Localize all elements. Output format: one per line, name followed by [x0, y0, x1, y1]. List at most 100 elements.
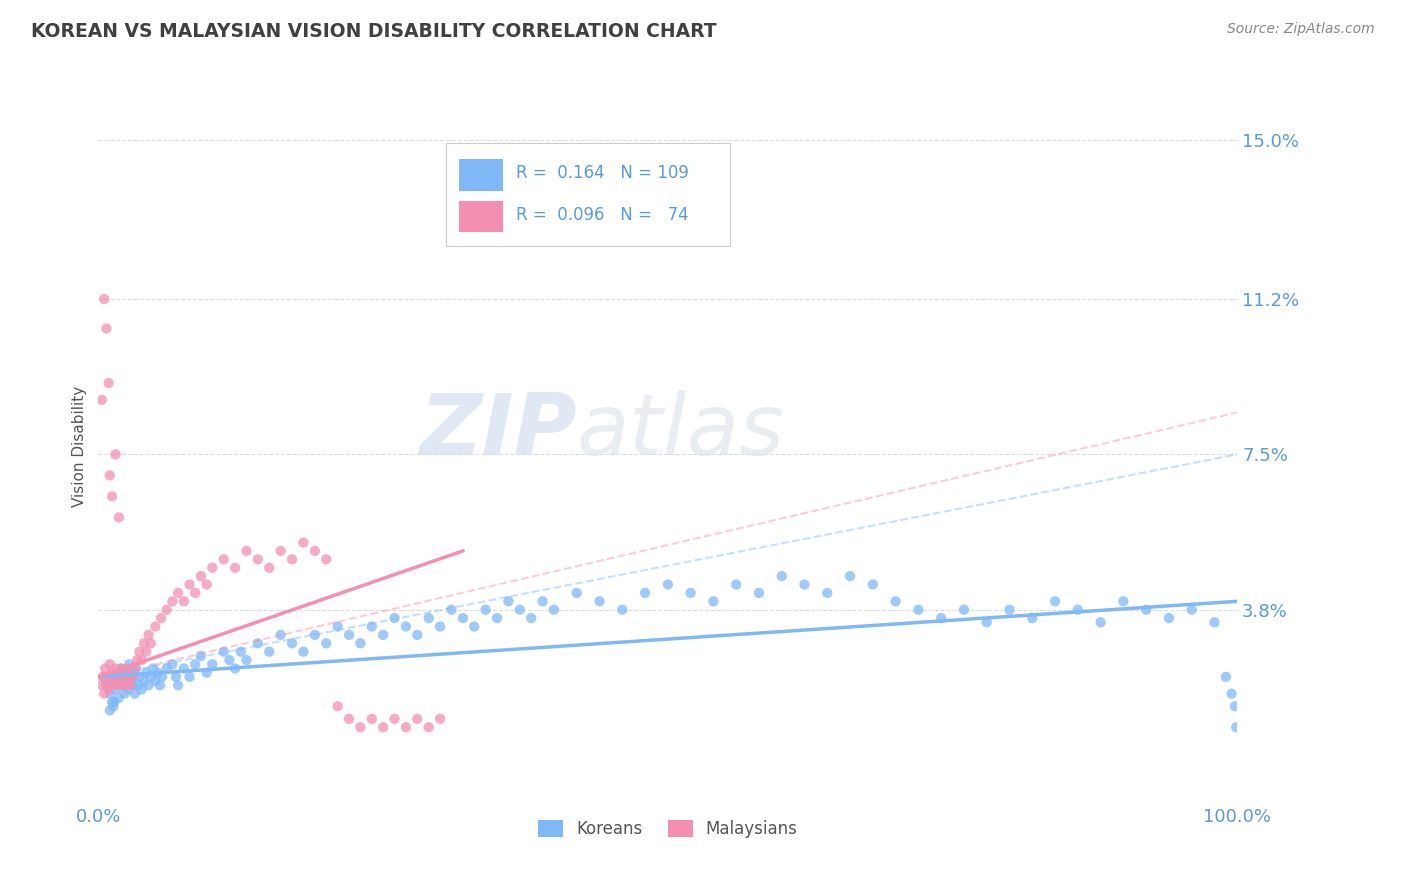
Point [1135, 603, 1157, 617]
Point [360, 619, 382, 633]
Point [115, 665, 138, 680]
Point [1181, 603, 1204, 617]
Point [429, 619, 451, 633]
Point [115, 661, 138, 675]
Point [101, 489, 124, 503]
Point [111, 678, 134, 692]
Point [103, 695, 125, 709]
Point [486, 611, 509, 625]
Point [131, 653, 153, 667]
Point [101, 695, 124, 709]
Point [162, 594, 184, 608]
Point [118, 657, 141, 672]
Point [224, 560, 246, 574]
Point [281, 636, 304, 650]
Point [657, 577, 679, 591]
Point [112, 665, 135, 680]
Point [138, 628, 160, 642]
Point [90, 678, 112, 692]
Point [395, 619, 418, 633]
Point [565, 586, 588, 600]
Point [190, 648, 212, 663]
Point [679, 586, 702, 600]
Point [128, 645, 150, 659]
Point [104, 447, 127, 461]
Point [195, 577, 218, 591]
Point [634, 586, 657, 600]
Point [246, 552, 269, 566]
Point [270, 544, 292, 558]
Point [588, 594, 610, 608]
Point [384, 611, 406, 625]
Point [326, 699, 349, 714]
Point [179, 670, 201, 684]
Point [100, 674, 122, 689]
Text: ZIP: ZIP [419, 390, 576, 474]
Point [114, 687, 136, 701]
Point [112, 670, 135, 684]
Point [953, 603, 976, 617]
Point [246, 636, 269, 650]
Point [451, 611, 474, 625]
Point [218, 653, 240, 667]
Y-axis label: Vision Disability: Vision Disability [72, 385, 87, 507]
Point [1204, 615, 1226, 630]
Point [839, 569, 862, 583]
Point [224, 661, 246, 675]
Point [212, 552, 235, 566]
Point [179, 577, 201, 591]
Point [108, 690, 131, 705]
Point [142, 661, 165, 675]
Point [105, 674, 128, 689]
Point [702, 594, 724, 608]
Point [131, 682, 153, 697]
Point [122, 670, 145, 684]
Point [167, 678, 190, 692]
Point [201, 560, 224, 574]
Point [96, 321, 118, 335]
Point [304, 628, 326, 642]
Point [149, 678, 172, 692]
Bar [460, 159, 503, 191]
Legend: Koreans, Malaysians: Koreans, Malaysians [531, 813, 804, 845]
Point [146, 665, 169, 680]
Point [162, 657, 184, 672]
Point [1090, 615, 1112, 630]
Point [96, 678, 118, 692]
Point [139, 636, 162, 650]
Point [1215, 670, 1237, 684]
Point [173, 594, 195, 608]
Point [190, 569, 212, 583]
Point [929, 611, 952, 625]
Point [90, 392, 112, 407]
Point [281, 552, 304, 566]
Point [98, 703, 121, 717]
Point [201, 657, 224, 672]
Point [976, 615, 998, 630]
Point [125, 661, 148, 675]
Point [107, 665, 129, 680]
Point [98, 687, 121, 701]
Point [124, 687, 146, 701]
Point [292, 535, 315, 549]
Point [97, 376, 120, 390]
Point [132, 674, 155, 689]
Point [156, 603, 179, 617]
Point [1157, 611, 1180, 625]
Point [315, 552, 337, 566]
Point [474, 603, 496, 617]
FancyBboxPatch shape [446, 143, 731, 246]
Point [235, 653, 257, 667]
Point [128, 670, 150, 684]
Point [612, 603, 634, 617]
Point [259, 645, 281, 659]
Point [1043, 594, 1066, 608]
Point [349, 720, 371, 734]
Point [114, 670, 136, 684]
Point [229, 645, 252, 659]
Point [184, 657, 207, 672]
Point [120, 678, 142, 692]
Point [127, 653, 149, 667]
Point [184, 586, 207, 600]
Point [108, 510, 131, 524]
